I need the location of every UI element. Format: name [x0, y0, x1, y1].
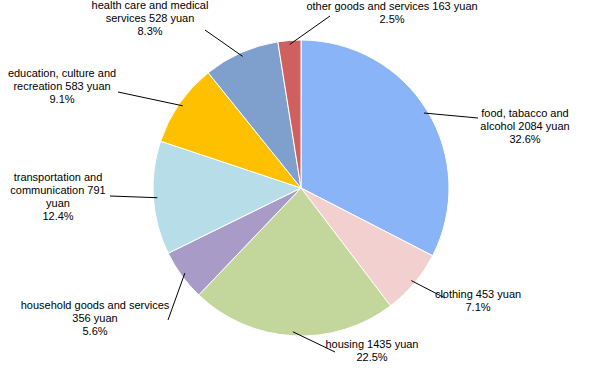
label-line: 7.1% [465, 301, 490, 313]
label-line: 8.3% [137, 25, 162, 37]
slice-label: housing 1435 yuan22.5% [326, 338, 419, 363]
percent-label: 5.6% [82, 325, 107, 337]
leader-line [110, 196, 157, 198]
label-line: 2.5% [379, 13, 404, 25]
percent-label: 7.1% [465, 301, 490, 313]
category-label: education, culture and [8, 67, 116, 79]
pie [153, 40, 449, 336]
slice-label: clothing 453 yuan7.1% [435, 288, 521, 313]
label-line: alcohol 2084 yuan [480, 120, 569, 132]
label-line: communication 791 [10, 184, 105, 196]
percent-label: 2.5% [379, 13, 404, 25]
category-label: 453 yuan [473, 288, 521, 300]
label-line: health care and medical [92, 0, 209, 11]
category-label: services [106, 12, 147, 24]
category-label: alcohol [480, 120, 515, 132]
label-line: education, culture and [8, 67, 116, 79]
leader-line [205, 30, 243, 56]
slice-label: other goods and services 163 yuan2.5% [306, 0, 477, 25]
slice-label: household goods and services356 yuan5.6% [21, 299, 170, 337]
percent-label: 22.5% [356, 351, 387, 363]
slice-label: education, culture andrecreation 583 yua… [8, 67, 116, 105]
category-label: household goods and services [21, 299, 170, 311]
category-label: 1435 yuan [364, 338, 418, 350]
category-label: food, tabacco and [481, 107, 568, 119]
slice-label: health care and medicalservices 528 yuan… [92, 0, 209, 37]
category-label: 528 yuan [146, 12, 194, 24]
category-label: transportation and [14, 171, 103, 183]
category-label: 791 [84, 184, 105, 196]
label-line: 32.6% [509, 133, 540, 145]
slice-label: food, tabacco andalcohol 2084 yuan32.6% [480, 107, 569, 145]
category-label: health care and medical [92, 0, 209, 11]
label-line: 12.4% [42, 210, 73, 222]
label-line: yuan [46, 197, 70, 209]
label-line: household goods and services [21, 299, 170, 311]
percent-label: 12.4% [42, 210, 73, 222]
category-label: recreation [13, 80, 62, 92]
label-line: other goods and services 163 yuan [306, 0, 477, 12]
leader-line [168, 273, 185, 320]
label-line: 5.6% [82, 325, 107, 337]
label-line: recreation 583 yuan [13, 80, 110, 92]
category-label: other goods and services [306, 0, 429, 12]
percent-label: 8.3% [137, 25, 162, 37]
category-label: clothing [435, 288, 473, 300]
category-label: communication [10, 184, 84, 196]
slice-label: transportation andcommunication 791yuan1… [10, 171, 105, 222]
label-line: food, tabacco and [481, 107, 568, 119]
percent-label: 9.1% [49, 93, 74, 105]
category-label: 356 yuan [72, 312, 117, 324]
category-label: housing [326, 338, 365, 350]
label-line: services 528 yuan [106, 12, 195, 24]
category-label: 2084 yuan [515, 120, 569, 132]
leader-line [290, 16, 330, 44]
category-label: 583 yuan [62, 80, 110, 92]
category-label: yuan [46, 197, 70, 209]
leader-line [118, 92, 183, 106]
label-line: 22.5% [356, 351, 387, 363]
label-line: clothing 453 yuan [435, 288, 521, 300]
label-line: 356 yuan [72, 312, 117, 324]
chart: food, tabacco andalcohol 2084 yuan32.6% c… [0, 0, 600, 375]
pie-slice [278, 40, 301, 188]
label-line: housing 1435 yuan [326, 338, 419, 350]
label-line: 9.1% [49, 93, 74, 105]
label-line: transportation and [14, 171, 103, 183]
percent-label: 32.6% [509, 133, 540, 145]
category-label: 163 yuan [429, 0, 477, 12]
leader-line [424, 113, 478, 118]
